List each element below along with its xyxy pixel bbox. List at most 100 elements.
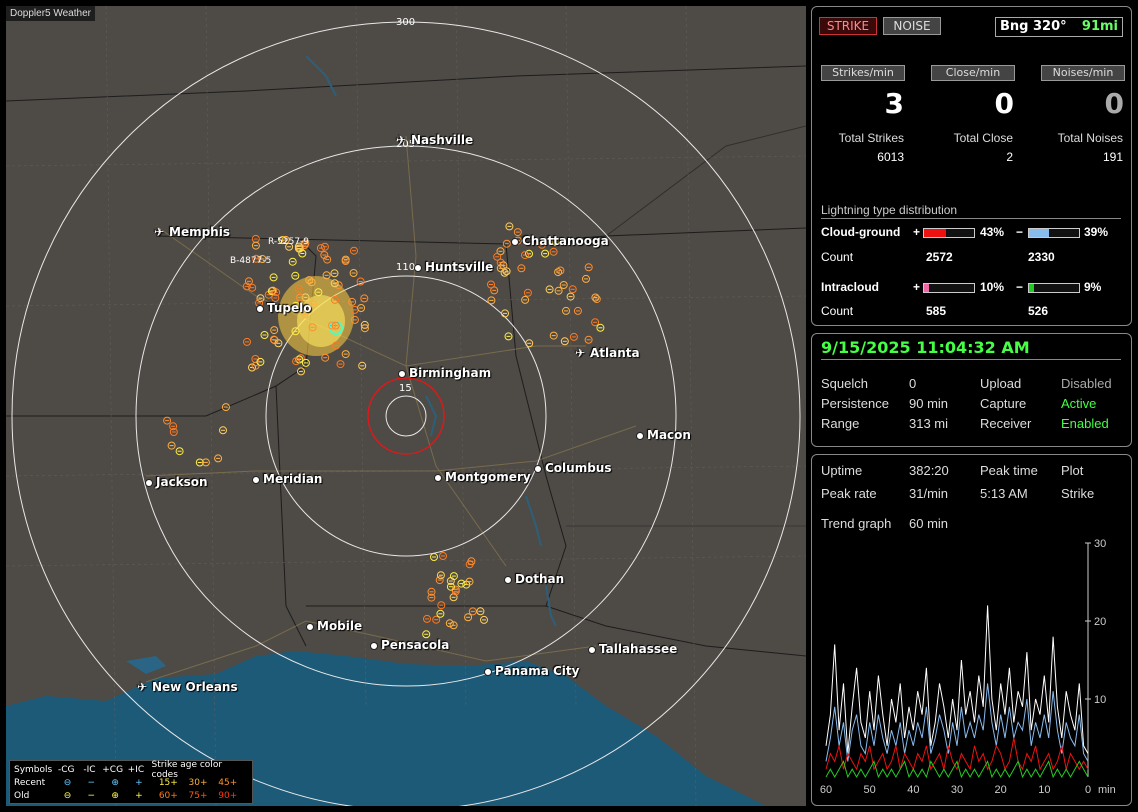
strike-marker xyxy=(525,339,534,348)
city-dot xyxy=(484,668,492,676)
strike-marker xyxy=(163,416,172,425)
strike-marker xyxy=(584,263,593,272)
city-dot xyxy=(504,576,512,584)
city-dot xyxy=(398,370,406,378)
strike-marker xyxy=(493,252,502,261)
x-tick-label: 60 xyxy=(820,784,832,796)
strike-marker xyxy=(291,327,300,336)
city-label: Atlanta xyxy=(590,346,640,360)
storm-track-label[interactable]: R-5257-9 xyxy=(268,237,310,247)
ic-negative-fill xyxy=(1029,284,1034,292)
strike-marker xyxy=(513,228,522,237)
city-dot xyxy=(252,476,260,484)
city-dot xyxy=(370,642,378,650)
cg-minus-sign: − xyxy=(1016,225,1024,239)
strike-marker xyxy=(243,337,251,346)
close-range-ring xyxy=(367,377,445,455)
strike-marker xyxy=(323,255,332,264)
trend-graph-value[interactable]: 60 min xyxy=(909,516,949,531)
noise-button[interactable]: NOISE xyxy=(883,17,941,35)
strike-marker xyxy=(496,264,505,273)
city-label: New Orleans xyxy=(152,680,238,694)
ring-label-15: 15 xyxy=(399,383,412,394)
strike-marker xyxy=(449,572,458,581)
strike-marker xyxy=(307,278,316,287)
strike-marker xyxy=(582,274,590,283)
strike-marker xyxy=(349,269,358,277)
total-noises: 191 xyxy=(1102,150,1123,164)
airport-icon: ✈ xyxy=(154,225,165,239)
strike-marker xyxy=(357,304,366,312)
strike-marker xyxy=(505,222,514,231)
lake-pontchartrain xyxy=(126,656,166,674)
distribution-title: Lightning type distribution xyxy=(821,203,1121,219)
legend-col: -CG xyxy=(57,764,75,775)
distance-value: 91mi xyxy=(1081,19,1118,34)
strike-marker xyxy=(300,241,309,249)
legend-col: +CG xyxy=(102,764,124,775)
strike-marker xyxy=(294,284,303,293)
upload-value[interactable]: Disabled xyxy=(1061,376,1112,391)
strike-marker xyxy=(436,609,445,618)
persistence-value: 90 min xyxy=(909,396,949,411)
strike-marker xyxy=(169,422,178,431)
legend-age-label: Strike age color codes xyxy=(151,759,223,780)
ic-plus-sign: + xyxy=(913,280,921,294)
ic-negative-bar xyxy=(1028,283,1080,293)
total-close-label: Total Close xyxy=(953,131,1013,145)
trend-series-line xyxy=(825,683,1089,762)
city-label: Huntsville xyxy=(425,260,494,274)
cg-plus-sign: + xyxy=(913,225,921,239)
strike-button[interactable]: STRIKE xyxy=(819,17,877,35)
legend-age: 15+ xyxy=(158,777,178,788)
map-canvas[interactable] xyxy=(6,6,806,806)
legend-symbol: ⊖ xyxy=(63,790,72,801)
strike-marker xyxy=(356,277,365,286)
strike-marker xyxy=(551,237,560,246)
city-dot xyxy=(256,305,264,313)
strike-marker xyxy=(436,571,445,580)
trend-series-line xyxy=(825,605,1089,754)
radar-map[interactable]: Doppler5 Weather 300 205 110 15 R-5257-9… xyxy=(6,6,806,806)
y-tick-label: 10 xyxy=(1094,694,1106,706)
capture-value[interactable]: Active xyxy=(1061,396,1097,411)
strike-marker xyxy=(545,285,554,294)
persistence-label: Persistence xyxy=(821,396,889,411)
strike-marker xyxy=(596,323,605,332)
strike-marker xyxy=(437,601,446,610)
storm-track-label[interactable]: B-4877-5 xyxy=(230,256,272,266)
x-tick-label: 50 xyxy=(864,784,876,796)
city-label: Macon xyxy=(647,428,691,442)
strike-marker xyxy=(430,553,438,561)
strike-marker xyxy=(427,593,436,602)
strike-marker xyxy=(480,615,488,624)
range-value: 313 mi xyxy=(909,416,949,431)
trend-chart: 30 20 10 60 50 40 30 20 10 0 min xyxy=(820,538,1116,796)
uptime-value: 382:20 xyxy=(909,463,949,478)
city-dot xyxy=(434,474,442,482)
strike-marker xyxy=(175,447,184,456)
strike-marker xyxy=(457,579,466,588)
strike-marker xyxy=(251,241,260,250)
legend-symbol: ⊕ xyxy=(111,777,119,788)
strike-marker xyxy=(341,257,350,265)
strike-marker xyxy=(270,326,279,335)
strike-marker xyxy=(242,282,251,291)
strike-marker xyxy=(559,281,568,289)
strike-marker xyxy=(336,360,345,369)
strike-marker xyxy=(554,286,563,295)
city-label: Tallahassee xyxy=(599,642,678,656)
strike-marker xyxy=(244,277,253,286)
strike-marker xyxy=(301,358,310,367)
strike-marker xyxy=(348,297,357,306)
strike-marker xyxy=(435,576,444,585)
strike-marker xyxy=(487,296,496,305)
legend-symbol: + xyxy=(135,790,143,801)
map-title: Doppler5 Weather xyxy=(6,6,95,21)
range-label: Range xyxy=(821,416,860,431)
plot-value[interactable]: Strike xyxy=(1061,486,1095,501)
strike-marker xyxy=(167,441,176,450)
receiver-value[interactable]: Enabled xyxy=(1061,416,1109,431)
uptime-label: Uptime xyxy=(821,463,863,478)
ic-negative-count: 526 xyxy=(1028,304,1049,318)
